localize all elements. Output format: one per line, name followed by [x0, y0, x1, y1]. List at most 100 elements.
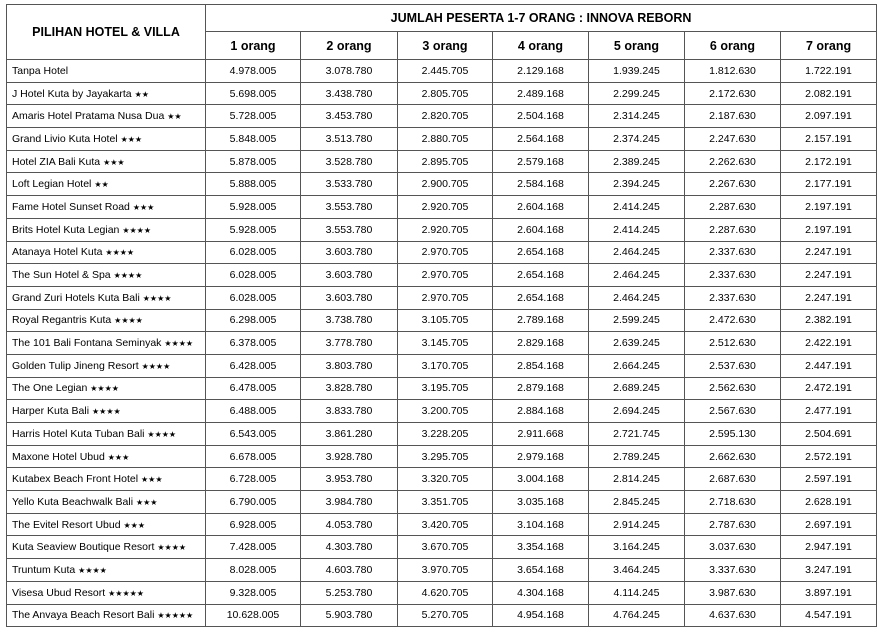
price-cell: 3.603.780 — [300, 285, 398, 310]
price-cell: 2.299.245 — [588, 81, 685, 106]
price-cell: 5.698.005 — [205, 81, 301, 106]
price-cell: 2.789.168 — [492, 308, 589, 333]
table-row: Truntum Kuta ★★★★ 8.028.005 4.603.780 3.970… — [6, 558, 878, 582]
price-cell: 2.579.168 — [492, 149, 589, 174]
hotel-name-cell: Kutabex Beach Front Hotel ★★★ — [6, 467, 206, 492]
hotel-name-cell: Golden Tulip Jineng Resort ★★★★ — [6, 353, 206, 378]
star-rating-icon: ★★★ — [135, 497, 158, 507]
price-cell: 3.897.191 — [779, 580, 878, 605]
star-rating-icon: ★★ — [167, 112, 182, 122]
price-cell: 2.805.705 — [397, 81, 493, 106]
price-cell: 3.438.780 — [300, 81, 398, 106]
price-cell: 2.920.705 — [397, 195, 493, 219]
price-cell: 2.979.168 — [492, 444, 589, 469]
price-cell: 2.097.191 — [779, 104, 878, 129]
hotel-name-cell: Fame Hotel Sunset Road ★★★ — [6, 195, 206, 219]
price-cell: 3.738.780 — [300, 308, 398, 333]
price-cell: 3.078.780 — [300, 59, 398, 83]
price-cell: 2.422.191 — [779, 331, 878, 355]
price-cell: 2.389.245 — [588, 149, 685, 174]
price-cell: 2.820.705 — [397, 104, 493, 129]
hotel-name: J Hotel Kuta by Jayakarta — [12, 87, 132, 100]
star-rating-icon: ★★★★ — [142, 293, 172, 303]
price-cell: 4.304.168 — [492, 580, 589, 605]
price-cell: 3.195.705 — [397, 376, 493, 401]
price-cell: 9.328.005 — [205, 580, 301, 605]
price-cell: 2.082.191 — [779, 81, 878, 106]
price-cell: 2.884.168 — [492, 399, 589, 423]
hotel-name: The Anvaya Beach Resort Bali — [12, 609, 155, 622]
price-cell: 4.764.245 — [588, 603, 685, 628]
hotel-name: Grand Zuri Hotels Kuta Bali — [12, 291, 140, 304]
price-cell: 2.947.191 — [779, 535, 878, 560]
price-cell: 3.170.705 — [397, 353, 493, 378]
price-cell: 2.172.191 — [779, 149, 878, 174]
table-row: Fame Hotel Sunset Road ★★★ 5.928.005 3.553… — [6, 195, 878, 219]
price-cell: 3.953.780 — [300, 467, 398, 492]
price-cell: 2.914.245 — [588, 512, 685, 537]
price-cell: 2.900.705 — [397, 172, 493, 197]
price-cell: 1.939.245 — [588, 59, 685, 83]
hotel-name: Maxone Hotel Ubud — [12, 450, 105, 463]
price-cell: 2.911.668 — [492, 422, 589, 446]
hotel-name-cell: Grand Livio Kuta Hotel ★★★ — [6, 127, 206, 151]
price-cell: 2.314.245 — [588, 104, 685, 129]
price-cell: 2.177.191 — [779, 172, 878, 197]
table-row: The Anvaya Beach Resort Bali ★★★★★ 10.628… — [6, 603, 878, 628]
price-cell: 2.512.630 — [684, 331, 781, 355]
price-cell: 2.604.168 — [492, 217, 589, 242]
table-row: Brits Hotel Kuta Legian ★★★★ 5.928.005 3.5… — [6, 217, 878, 242]
price-cell: 2.789.245 — [588, 444, 685, 469]
price-cell: 4.053.780 — [300, 512, 398, 537]
price-cell: 3.420.705 — [397, 512, 493, 537]
hotel-name-cell: Loft Legian Hotel ★★ — [6, 172, 206, 197]
hotel-name: Visesa Ubud Resort — [12, 586, 106, 599]
price-cell: 2.197.191 — [779, 195, 878, 219]
price-cell: 2.394.245 — [588, 172, 685, 197]
hotel-name-cell: Brits Hotel Kuta Legian ★★★★ — [6, 217, 206, 242]
price-cell: 6.928.005 — [205, 512, 301, 537]
price-cell: 2.247.630 — [684, 127, 781, 151]
hotel-name: Brits Hotel Kuta Legian — [12, 223, 120, 236]
price-cell: 2.464.245 — [588, 263, 685, 287]
price-cell: 2.472.630 — [684, 308, 781, 333]
table-row: Visesa Ubud Resort ★★★★★ 9.328.005 5.253.7… — [6, 580, 878, 605]
table-row: Harper Kuta Bali ★★★★ 6.488.005 3.833.780 3… — [6, 399, 878, 423]
header-row-pax: 1 orang 2 orang 3 orang 4 orang 5 orang 6 ora… — [7, 31, 878, 60]
table-row: The 101 Bali Fontana Seminyak ★★★★ 6.378.… — [6, 331, 878, 355]
hotel-name: Amaris Hotel Pratama Nusa Dua — [12, 110, 165, 123]
price-cell: 2.129.168 — [492, 59, 589, 83]
price-cell: 6.478.005 — [205, 376, 301, 401]
price-cell: 2.654.168 — [492, 240, 589, 265]
price-cell: 2.970.705 — [397, 263, 493, 287]
price-cell: 2.584.168 — [492, 172, 589, 197]
price-cell: 4.954.168 — [492, 603, 589, 628]
price-cell: 3.145.705 — [397, 331, 493, 355]
price-cell: 2.287.630 — [684, 217, 781, 242]
price-cell: 2.247.191 — [779, 240, 878, 265]
price-cell: 2.197.191 — [779, 217, 878, 242]
price-cell: 2.414.245 — [588, 217, 685, 242]
table-row: Golden Tulip Jineng Resort ★★★★ 6.428.005… — [6, 353, 878, 378]
price-cell: 2.599.245 — [588, 308, 685, 333]
price-cell: 3.464.245 — [588, 558, 685, 582]
hotel-name: Harper Kuta Bali — [12, 405, 90, 418]
price-cell: 3.603.780 — [300, 240, 398, 265]
hotel-name-cell: Hotel ZIA Bali Kuta ★★★ — [6, 149, 206, 174]
price-cell: 2.854.168 — [492, 353, 589, 378]
price-cell: 6.728.005 — [205, 467, 301, 492]
price-cell: 2.604.168 — [492, 195, 589, 219]
hotel-name: Grand Livio Kuta Hotel — [12, 132, 118, 145]
table-row: The One Legian ★★★★ 6.478.005 3.828.780 3.1… — [6, 376, 878, 401]
hotel-name-cell: Grand Zuri Hotels Kuta Bali ★★★★ — [6, 285, 206, 310]
hotel-name: The Sun Hotel & Spa — [12, 269, 111, 282]
price-cell: 2.787.630 — [684, 512, 781, 537]
star-rating-icon: ★★★★ — [122, 225, 152, 235]
hotel-name: Atanaya Hotel Kuta — [12, 246, 103, 259]
table-row: Hotel ZIA Bali Kuta ★★★ 5.878.005 3.528.78… — [6, 149, 878, 174]
price-cell: 2.489.168 — [492, 81, 589, 106]
price-cell: 2.447.191 — [779, 353, 878, 378]
price-cell: 3.035.168 — [492, 490, 589, 514]
star-rating-icon: ★★★★ — [90, 384, 119, 394]
price-cell: 2.718.630 — [684, 490, 781, 514]
